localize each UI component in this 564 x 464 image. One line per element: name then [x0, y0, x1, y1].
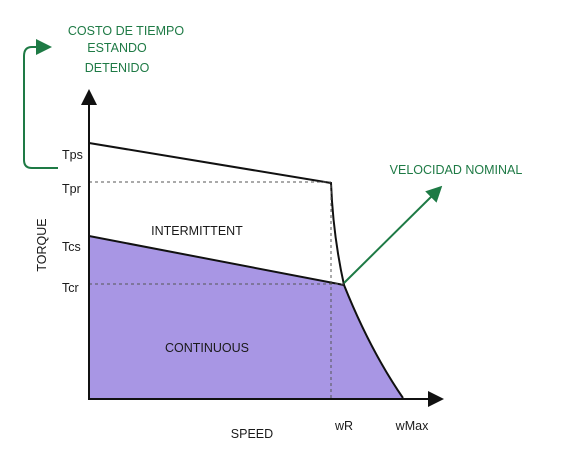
continuous-region-label: CONTINUOUS	[165, 341, 249, 355]
stall-cost-label-line1: COSTO DE TIEMPO	[68, 24, 185, 38]
rated-speed-arrow	[343, 185, 443, 284]
x-axis-label: SPEED	[231, 427, 273, 441]
stall-cost-label-line3: DETENIDO	[85, 61, 150, 75]
tick-tpr: Tpr	[62, 182, 81, 196]
intermittent-region-label: INTERMITTENT	[151, 224, 243, 238]
stall-cost-label-line2: ESTANDO	[87, 41, 147, 55]
stall-cost-arrow	[23, 39, 58, 169]
tick-wmax: wMax	[395, 419, 429, 433]
continuous-region	[89, 236, 403, 398]
tick-tcr: Tcr	[62, 281, 79, 295]
tick-tcs: Tcs	[62, 240, 81, 254]
continuous-torque-curve	[88, 235, 404, 399]
y-axis-label: TORQUE	[35, 218, 49, 271]
rated-speed-label: VELOCIDAD NOMINAL	[390, 163, 523, 177]
tick-wr: wR	[334, 419, 353, 433]
tick-tps: Tps	[62, 148, 83, 162]
